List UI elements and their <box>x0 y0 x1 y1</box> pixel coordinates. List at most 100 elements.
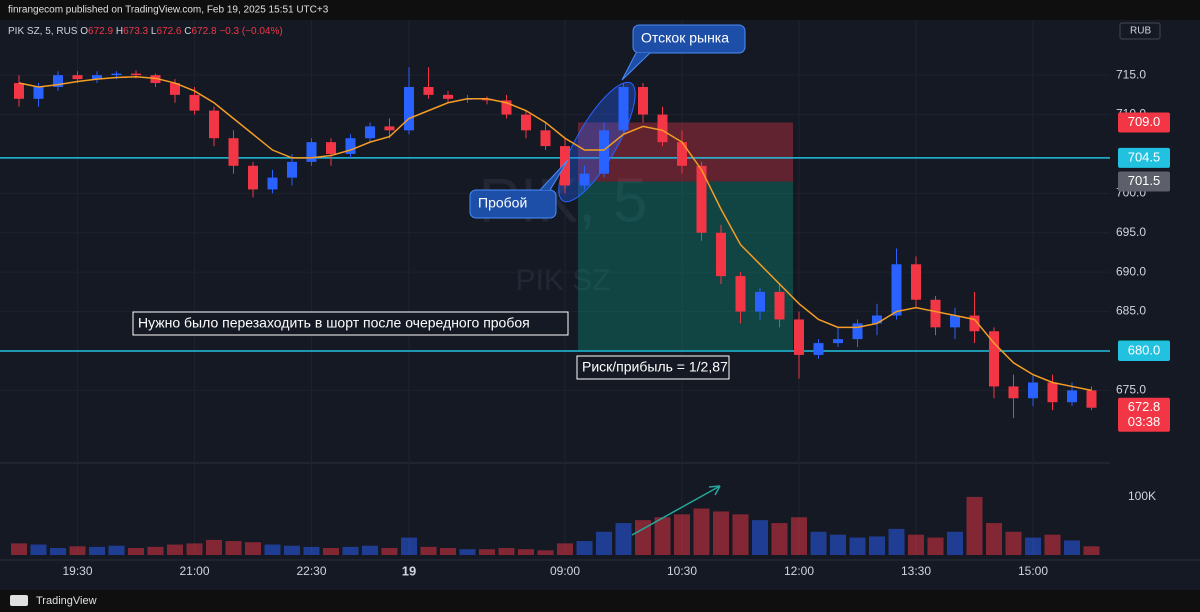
candle-body <box>677 142 687 166</box>
volume-bar <box>284 545 300 555</box>
candle-body <box>33 86 44 99</box>
volume-bar <box>947 531 963 555</box>
candle-body <box>599 130 609 174</box>
position-label-box <box>576 355 730 380</box>
legend-ohlc-value: 672.9 <box>88 26 113 37</box>
legend: PIK SZ, 5, RUS O672.9 H673.3 L672.6 C672… <box>8 26 283 37</box>
volume-bar <box>50 548 66 555</box>
price-badge <box>1118 147 1170 168</box>
price-badge <box>1118 397 1170 432</box>
x-tick-label: 19 <box>402 563 416 578</box>
price-badge-label: 709.0 <box>1128 114 1161 129</box>
volume-bar <box>576 541 593 555</box>
price-badge <box>1118 112 1170 133</box>
volume-bar <box>615 523 632 555</box>
footer-logo <box>10 595 28 606</box>
volume-bar <box>888 528 905 555</box>
candle-body <box>209 110 219 139</box>
candle-body <box>228 138 239 166</box>
volume-bar <box>420 546 437 555</box>
candle-body <box>482 98 492 101</box>
target-zone <box>578 181 793 351</box>
volume-bar <box>791 517 807 555</box>
currency: RUB <box>1130 26 1151 37</box>
volume-bar <box>479 549 495 555</box>
volume-bar <box>206 539 222 555</box>
legend-ohlc-value: 672.8 <box>192 26 217 37</box>
published: finrangecom published on TradingView.com… <box>8 5 329 16</box>
volume-bar <box>459 549 476 555</box>
volume-bar <box>128 548 144 555</box>
callout-box <box>632 24 746 54</box>
candle-body <box>287 161 297 178</box>
volume-bar <box>713 511 729 555</box>
callout: Пробой <box>478 195 527 211</box>
candle-body <box>92 75 102 80</box>
x-tick-label: 21:00 <box>179 564 209 578</box>
volume-bar <box>635 520 651 555</box>
candle-body <box>384 126 395 131</box>
candle-body <box>657 114 668 143</box>
candle-body <box>911 264 921 300</box>
candle-body <box>189 94 200 111</box>
volume-bar <box>225 541 242 555</box>
candle-body <box>833 339 843 344</box>
y-tick-label: 685.0 <box>1116 304 1146 318</box>
candle-body <box>248 165 258 190</box>
candle-body <box>14 83 24 99</box>
volume-bar <box>381 548 398 555</box>
callout-pointer <box>539 159 569 191</box>
volume-bar <box>557 543 573 555</box>
legend-ohlc-label: C <box>184 26 191 37</box>
note-box <box>132 311 569 336</box>
candle-body <box>72 75 83 80</box>
x-tick-label: 12:00 <box>784 564 814 578</box>
legend-ohlc-label: O <box>80 26 88 37</box>
y-tick-label: 690.0 <box>1116 264 1146 278</box>
x-tick-label: 09:00 <box>550 564 580 578</box>
volume-bar <box>186 543 203 555</box>
y-tick-label: 675.0 <box>1116 383 1146 397</box>
volume-tick-label: 100K <box>1128 489 1156 503</box>
footer-brand: TradingView <box>36 595 97 607</box>
volume-bar <box>830 534 846 555</box>
volume-bar <box>1083 546 1100 555</box>
candle-body <box>521 114 531 131</box>
volume-bar <box>752 520 768 555</box>
price-badge <box>1118 340 1170 361</box>
candle-body <box>872 315 882 324</box>
volume-bar <box>518 549 534 555</box>
callout: Отскок рынка <box>641 30 729 46</box>
candle-body <box>618 86 629 131</box>
volume-bar <box>1064 540 1080 555</box>
watermark: PIK SZ <box>515 264 610 297</box>
candle-body <box>150 75 161 84</box>
volume-bar <box>108 545 125 555</box>
candle-body <box>53 75 63 87</box>
candle-body <box>540 130 551 147</box>
x-tick-label: 10:30 <box>667 564 697 578</box>
legend-change: −0.3 (−0.04%) <box>219 26 282 37</box>
legend-ohlc-value: 673.3 <box>123 26 148 37</box>
candle-body <box>794 319 804 355</box>
volume-bar <box>1005 531 1022 555</box>
candle-body <box>735 276 746 312</box>
volume-bar <box>674 514 690 555</box>
volume-bar <box>362 545 378 555</box>
x-tick-label: 22:30 <box>296 564 326 578</box>
volume-bar <box>264 544 281 555</box>
volume-bar <box>869 536 885 555</box>
candle-body <box>443 94 453 99</box>
volume-bar <box>966 496 983 555</box>
candle-body <box>579 173 590 186</box>
candle-body <box>989 331 999 387</box>
price-badge-label: 680.0 <box>1128 342 1161 357</box>
volume-bar <box>342 546 359 555</box>
price-badge-label: 701.5 <box>1128 173 1161 188</box>
moving-average <box>18 75 1092 392</box>
candle-body <box>1028 382 1038 399</box>
volume-bar <box>30 544 47 555</box>
volume-bar <box>654 517 671 555</box>
price-badge-label: 672.8 <box>1128 399 1161 414</box>
